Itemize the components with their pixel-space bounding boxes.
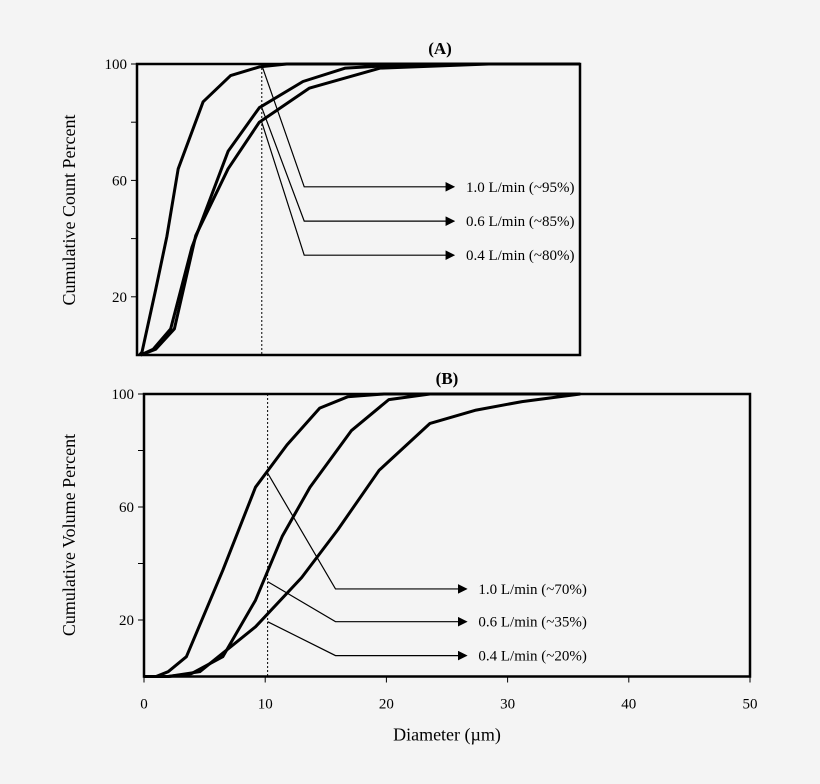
series-line-0-4-l-min bbox=[140, 62, 580, 357]
series-line-0-4-l-min bbox=[144, 392, 581, 678]
y-tick-label: 20 bbox=[112, 290, 127, 306]
annotation-label: 1.0 L/min (~70%) bbox=[478, 582, 587, 598]
series-line-0-6-l-min bbox=[144, 392, 581, 678]
x-tick-label: 30 bbox=[500, 697, 515, 713]
y-tick-label: 100 bbox=[105, 57, 128, 73]
annotation-label: 0.4 L/min (~80%) bbox=[466, 248, 575, 264]
x-tick-label: 40 bbox=[621, 697, 636, 713]
annotation-label: 0.6 L/min (~35%) bbox=[478, 615, 587, 631]
x-axis-label: Diameter (µm) bbox=[393, 725, 501, 746]
x-tick-label: 20 bbox=[379, 697, 394, 713]
series-line-0-6-l-min bbox=[140, 62, 580, 357]
y-axis-label: Cumulative Count Percent bbox=[59, 115, 79, 306]
x-tick-label: 10 bbox=[258, 697, 273, 713]
y-axis-label: Cumulative Volume Percent bbox=[59, 434, 79, 636]
x-tick-label: 0 bbox=[140, 697, 148, 713]
annotation-arrow bbox=[261, 107, 456, 226]
y-tick-label: 60 bbox=[112, 173, 127, 189]
annotation-label: 1.0 L/min (~95%) bbox=[466, 180, 575, 196]
panel-title: (A) bbox=[428, 39, 452, 58]
y-tick-label: 60 bbox=[119, 500, 134, 516]
annotation-label: 0.6 L/min (~85%) bbox=[466, 214, 575, 230]
annotation-arrow bbox=[267, 621, 468, 661]
annotation-label: 0.4 L/min (~20%) bbox=[478, 649, 587, 665]
annotation-arrow bbox=[267, 581, 468, 627]
series-line-1-0-l-min bbox=[138, 62, 580, 356]
x-tick-label: 50 bbox=[743, 697, 758, 713]
y-tick-label: 20 bbox=[119, 613, 134, 629]
panel-title: (B) bbox=[436, 369, 459, 388]
annotation-arrow bbox=[261, 64, 456, 192]
annotation-arrow bbox=[267, 472, 468, 594]
annotation-arrow bbox=[261, 122, 456, 260]
plot-frame bbox=[135, 62, 582, 357]
y-tick-label: 100 bbox=[112, 387, 135, 403]
series-line-1-0-l-min bbox=[144, 392, 581, 678]
